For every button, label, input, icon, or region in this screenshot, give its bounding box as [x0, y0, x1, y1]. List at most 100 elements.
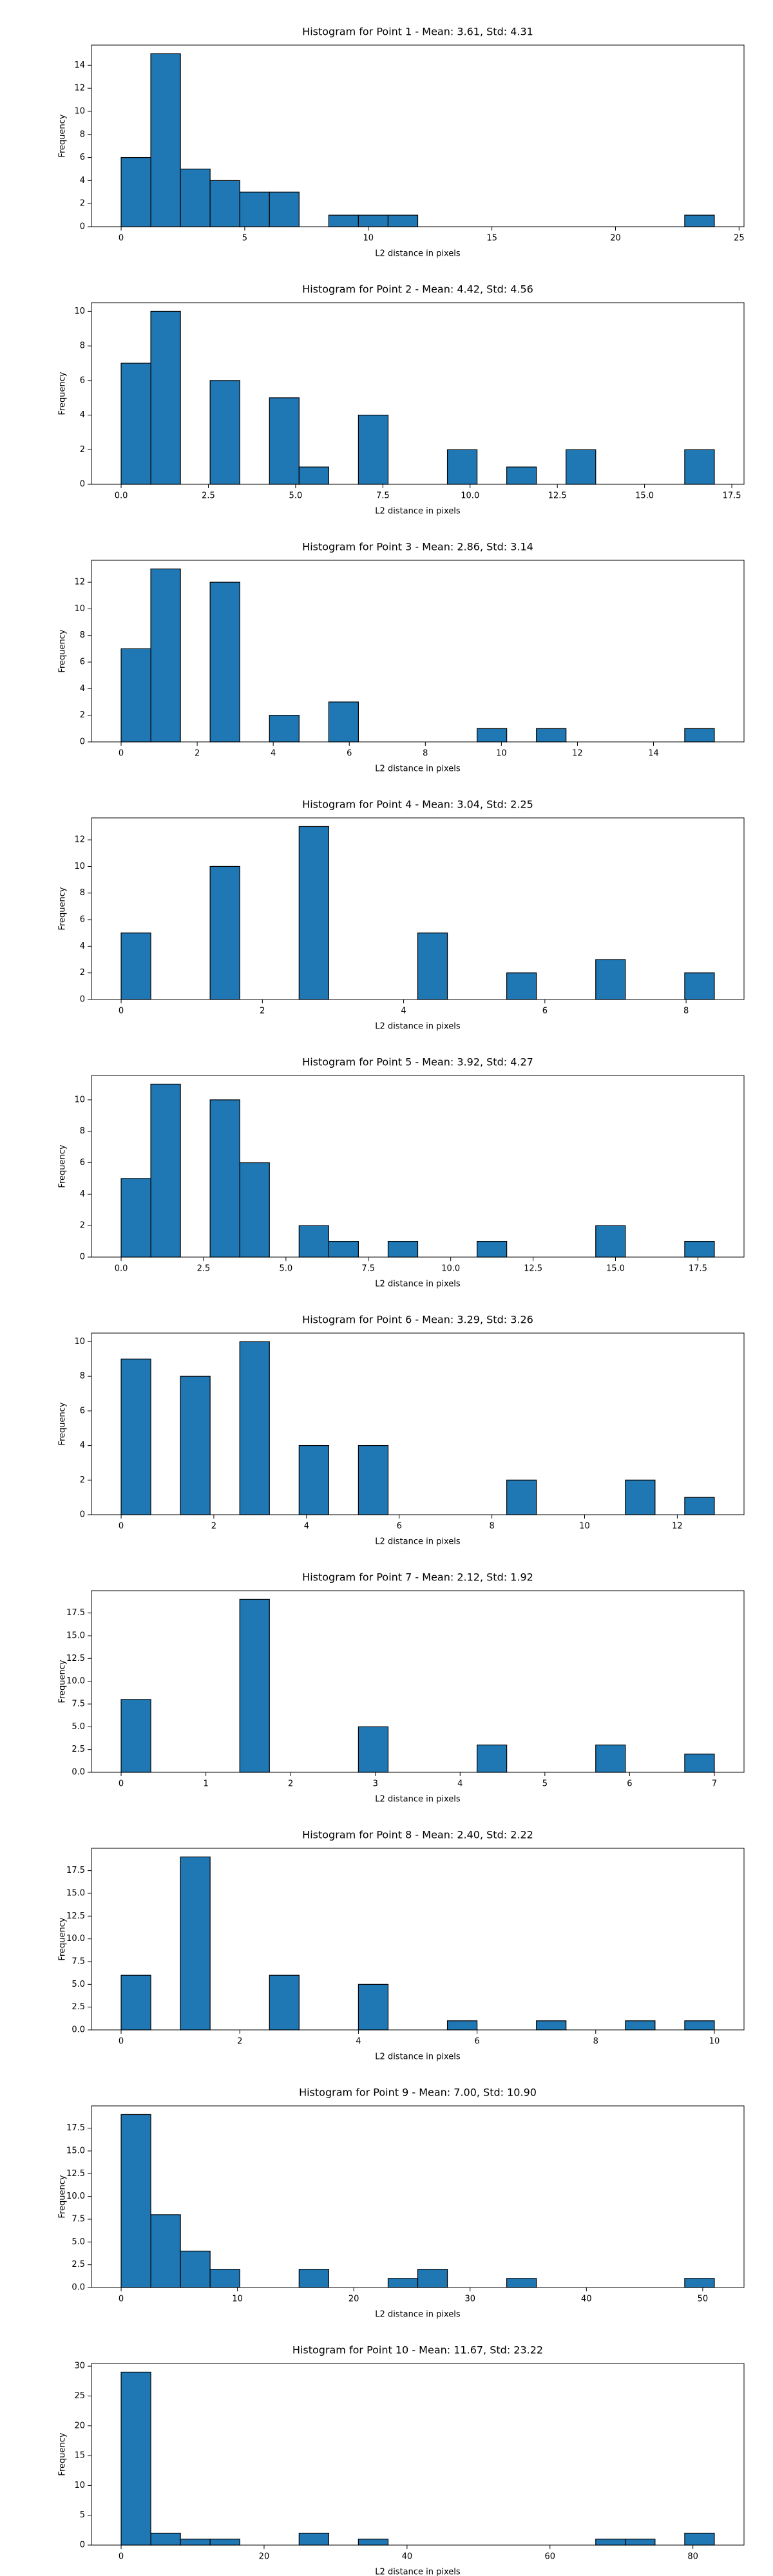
- x-tick-label: 1: [203, 1779, 208, 1789]
- y-tick-label: 4: [80, 410, 85, 420]
- x-tick-label: 17.5: [723, 491, 741, 501]
- axes-frame: [91, 2363, 745, 2546]
- bar: [506, 1479, 537, 1515]
- y-axis-label: Frequency: [58, 629, 68, 672]
- bar: [209, 582, 240, 743]
- y-tick-label: 4: [80, 176, 85, 185]
- y-axis-label: Frequency: [58, 887, 68, 930]
- x-tick-label: 5: [242, 234, 247, 243]
- bar: [684, 2532, 715, 2546]
- y-tick-label: 20: [74, 2421, 85, 2430]
- x-tick-label: 0: [119, 234, 124, 243]
- x-tick-label: 15: [486, 234, 497, 243]
- x-tick-label: 20: [610, 234, 621, 243]
- bar: [150, 53, 181, 227]
- bar: [595, 959, 626, 1000]
- x-tick-label: 20: [259, 2552, 270, 2562]
- bar: [209, 2269, 240, 2288]
- bar: [506, 466, 537, 485]
- y-tick-label: 6: [80, 153, 85, 162]
- bar: [595, 2539, 626, 2546]
- bar: [684, 214, 715, 227]
- x-tick-label: 2: [237, 2037, 242, 2047]
- x-tick-label: 12: [572, 749, 583, 759]
- chart-title: Histogram for Point 1 - Mean: 3.61, Std:…: [302, 26, 533, 38]
- x-tick-label: 8: [683, 1007, 689, 1016]
- bar: [387, 1240, 419, 1258]
- bar: [358, 214, 389, 227]
- y-tick-label: 2: [80, 445, 85, 455]
- chart-panel: Histogram for Point 2 - Mean: 4.42, Std:…: [58, 283, 745, 516]
- x-axis-label: L2 distance in pixels: [375, 2310, 461, 2320]
- bar: [595, 1744, 626, 1773]
- y-tick-label: 8: [80, 888, 85, 898]
- y-tick-label: 0: [80, 222, 85, 232]
- y-tick-label: 0: [80, 737, 85, 747]
- y-tick-label: 17.5: [66, 1866, 85, 1875]
- x-tick-label: 2: [288, 1779, 293, 1789]
- y-tick-label: 10.0: [66, 1934, 85, 1944]
- x-tick-label: 0: [119, 1522, 124, 1531]
- x-tick-label: 10.0: [441, 1264, 460, 1274]
- bar: [358, 414, 389, 485]
- bar: [328, 701, 359, 743]
- y-tick-label: 8: [80, 1126, 85, 1136]
- y-tick-label: 5.0: [72, 2237, 85, 2247]
- x-tick-label: 4: [457, 1779, 463, 1789]
- chart-title: Histogram for Point 4 - Mean: 3.04, Std:…: [302, 799, 533, 811]
- bar: [180, 168, 211, 227]
- y-tick-label: 2.5: [72, 2260, 85, 2269]
- bar: [476, 728, 508, 743]
- bar: [387, 2278, 419, 2288]
- bar: [150, 1083, 181, 1258]
- y-axis-label: Frequency: [58, 372, 68, 415]
- bar: [298, 1444, 329, 1515]
- bar: [536, 2020, 567, 2031]
- x-tick-label: 0.0: [115, 1264, 128, 1274]
- x-tick-label: 8: [593, 2037, 598, 2047]
- x-tick-label: 2.5: [197, 1264, 211, 1274]
- bar: [298, 826, 329, 1000]
- bar: [120, 2114, 151, 2288]
- bar: [120, 1178, 151, 1258]
- x-tick-label: 0: [119, 1779, 124, 1789]
- bar: [209, 866, 240, 1000]
- bar: [536, 728, 567, 743]
- bar: [120, 363, 151, 485]
- x-tick-label: 12.5: [524, 1264, 542, 1274]
- y-tick-label: 2: [80, 710, 85, 720]
- bar: [387, 214, 419, 227]
- bar: [150, 2532, 181, 2546]
- y-tick-label: 0: [80, 1510, 85, 1520]
- bar: [269, 397, 300, 485]
- bar: [269, 715, 300, 743]
- chart-title: Histogram for Point 6 - Mean: 3.29, Std:…: [302, 1314, 533, 1326]
- bar: [595, 1225, 626, 1258]
- axes-frame: [91, 1590, 745, 1773]
- bar: [269, 191, 300, 227]
- y-tick-label: 0.0: [72, 2283, 85, 2293]
- y-tick-label: 0: [80, 480, 85, 489]
- x-tick-label: 8: [489, 1522, 494, 1531]
- y-tick-label: 0: [80, 995, 85, 1005]
- bar: [239, 1341, 270, 1515]
- y-tick-label: 10: [74, 307, 85, 316]
- bar: [328, 214, 359, 227]
- y-tick-label: 4: [80, 942, 85, 951]
- y-tick-label: 4: [80, 1189, 85, 1199]
- x-tick-label: 10: [363, 234, 374, 243]
- x-tick-label: 0.0: [115, 491, 128, 501]
- bar: [476, 1744, 508, 1773]
- bar: [239, 1162, 270, 1258]
- y-tick-label: 15.0: [66, 1888, 85, 1898]
- y-axis-label: Frequency: [58, 1402, 68, 1445]
- bar: [684, 449, 715, 485]
- x-axis-label: L2 distance in pixels: [375, 249, 461, 259]
- x-tick-label: 6: [347, 749, 352, 759]
- bar: [358, 1444, 389, 1515]
- y-tick-label: 14: [74, 61, 85, 70]
- bar: [417, 2269, 448, 2288]
- x-tick-label: 60: [544, 2552, 555, 2562]
- x-tick-label: 80: [687, 2552, 698, 2562]
